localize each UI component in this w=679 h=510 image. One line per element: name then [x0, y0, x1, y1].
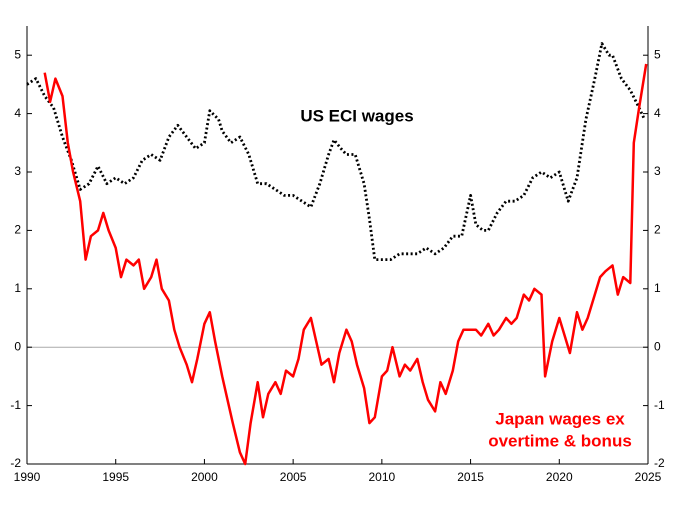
y-tick-label: 1	[14, 281, 21, 295]
annotation: overtime & bonus	[488, 431, 632, 450]
y-tick-label: 4	[14, 106, 21, 120]
y-tick-label: 3	[14, 164, 21, 178]
annotation: US ECI wages	[300, 106, 413, 125]
x-tick-label: 2000	[191, 470, 218, 484]
y-tick-label: 5	[14, 47, 21, 61]
y-tick-label: -1	[10, 398, 21, 412]
y-tick-label: 1	[654, 281, 661, 295]
y-tick-label: 2	[654, 223, 661, 237]
x-tick-label: 1990	[14, 470, 41, 484]
x-tick-label: 2005	[280, 470, 307, 484]
y-tick-label: -1	[654, 398, 665, 412]
y-tick-label: -2	[10, 456, 21, 470]
y-tick-label: 0	[14, 339, 21, 353]
x-tick-label: 2020	[546, 470, 573, 484]
y-tick-label: 2	[14, 223, 21, 237]
y-tick-label: 3	[654, 164, 661, 178]
annotation: Japan wages ex	[495, 409, 625, 428]
x-tick-label: 1995	[102, 470, 129, 484]
y-tick-label: 4	[654, 106, 661, 120]
x-tick-label: 2010	[369, 470, 396, 484]
line-series	[43, 63, 648, 466]
x-tick-label: 2015	[457, 470, 484, 484]
y-tick-label: 0	[654, 339, 661, 353]
line-series	[26, 42, 646, 261]
y-tick-label: -2	[654, 456, 665, 470]
x-tick-label: 2025	[635, 470, 662, 484]
y-tick-label: 5	[654, 47, 661, 61]
